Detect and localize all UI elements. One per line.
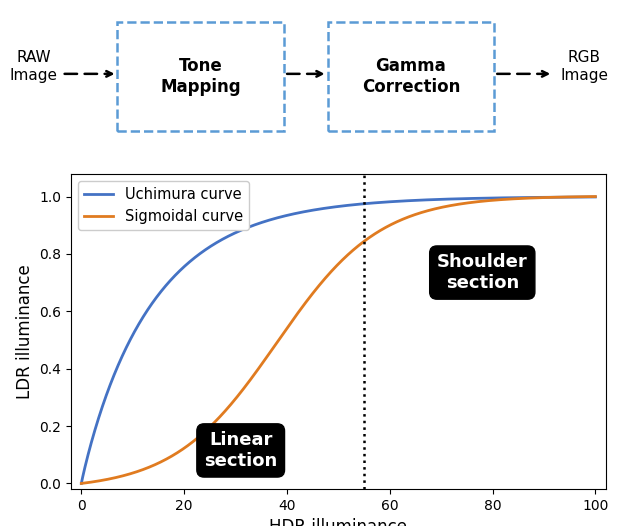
- Text: Shoulder
section: Shoulder section: [437, 253, 528, 292]
- Line: Sigmoidal curve: Sigmoidal curve: [82, 197, 595, 483]
- Sigmoidal curve: [483, 198, 490, 204]
- Text: RGB
Image: RGB Image: [560, 50, 608, 83]
- Sigmoidal curve: [78, 480, 85, 487]
- Line: Uchimura curve: Uchimura curve: [82, 197, 595, 483]
- Uchimura curve: [78, 480, 85, 487]
- Uchimura curve: [591, 194, 599, 200]
- Sigmoidal curve: [104, 476, 111, 482]
- X-axis label: HDR illuminance: HDR illuminance: [269, 519, 407, 526]
- Sigmoidal curve: [314, 284, 321, 290]
- Y-axis label: LDR illuminance: LDR illuminance: [16, 264, 34, 399]
- Uchimura curve: [314, 206, 321, 213]
- Sigmoidal curve: [577, 194, 584, 200]
- Uchimura curve: [577, 194, 584, 200]
- Text: RAW
Image: RAW Image: [10, 50, 58, 83]
- Uchimura curve: [104, 389, 111, 395]
- Legend: Uchimura curve, Sigmoidal curve: Uchimura curve, Sigmoidal curve: [78, 181, 249, 230]
- Text: Linear
section: Linear section: [204, 431, 277, 470]
- Uchimura curve: [577, 194, 584, 200]
- Sigmoidal curve: [328, 268, 335, 275]
- Uchimura curve: [328, 204, 335, 210]
- Text: Gamma
Correction: Gamma Correction: [362, 57, 460, 96]
- Sigmoidal curve: [591, 194, 599, 200]
- Uchimura curve: [483, 195, 490, 201]
- Text: Tone
Mapping: Tone Mapping: [161, 57, 241, 96]
- Sigmoidal curve: [577, 194, 584, 200]
